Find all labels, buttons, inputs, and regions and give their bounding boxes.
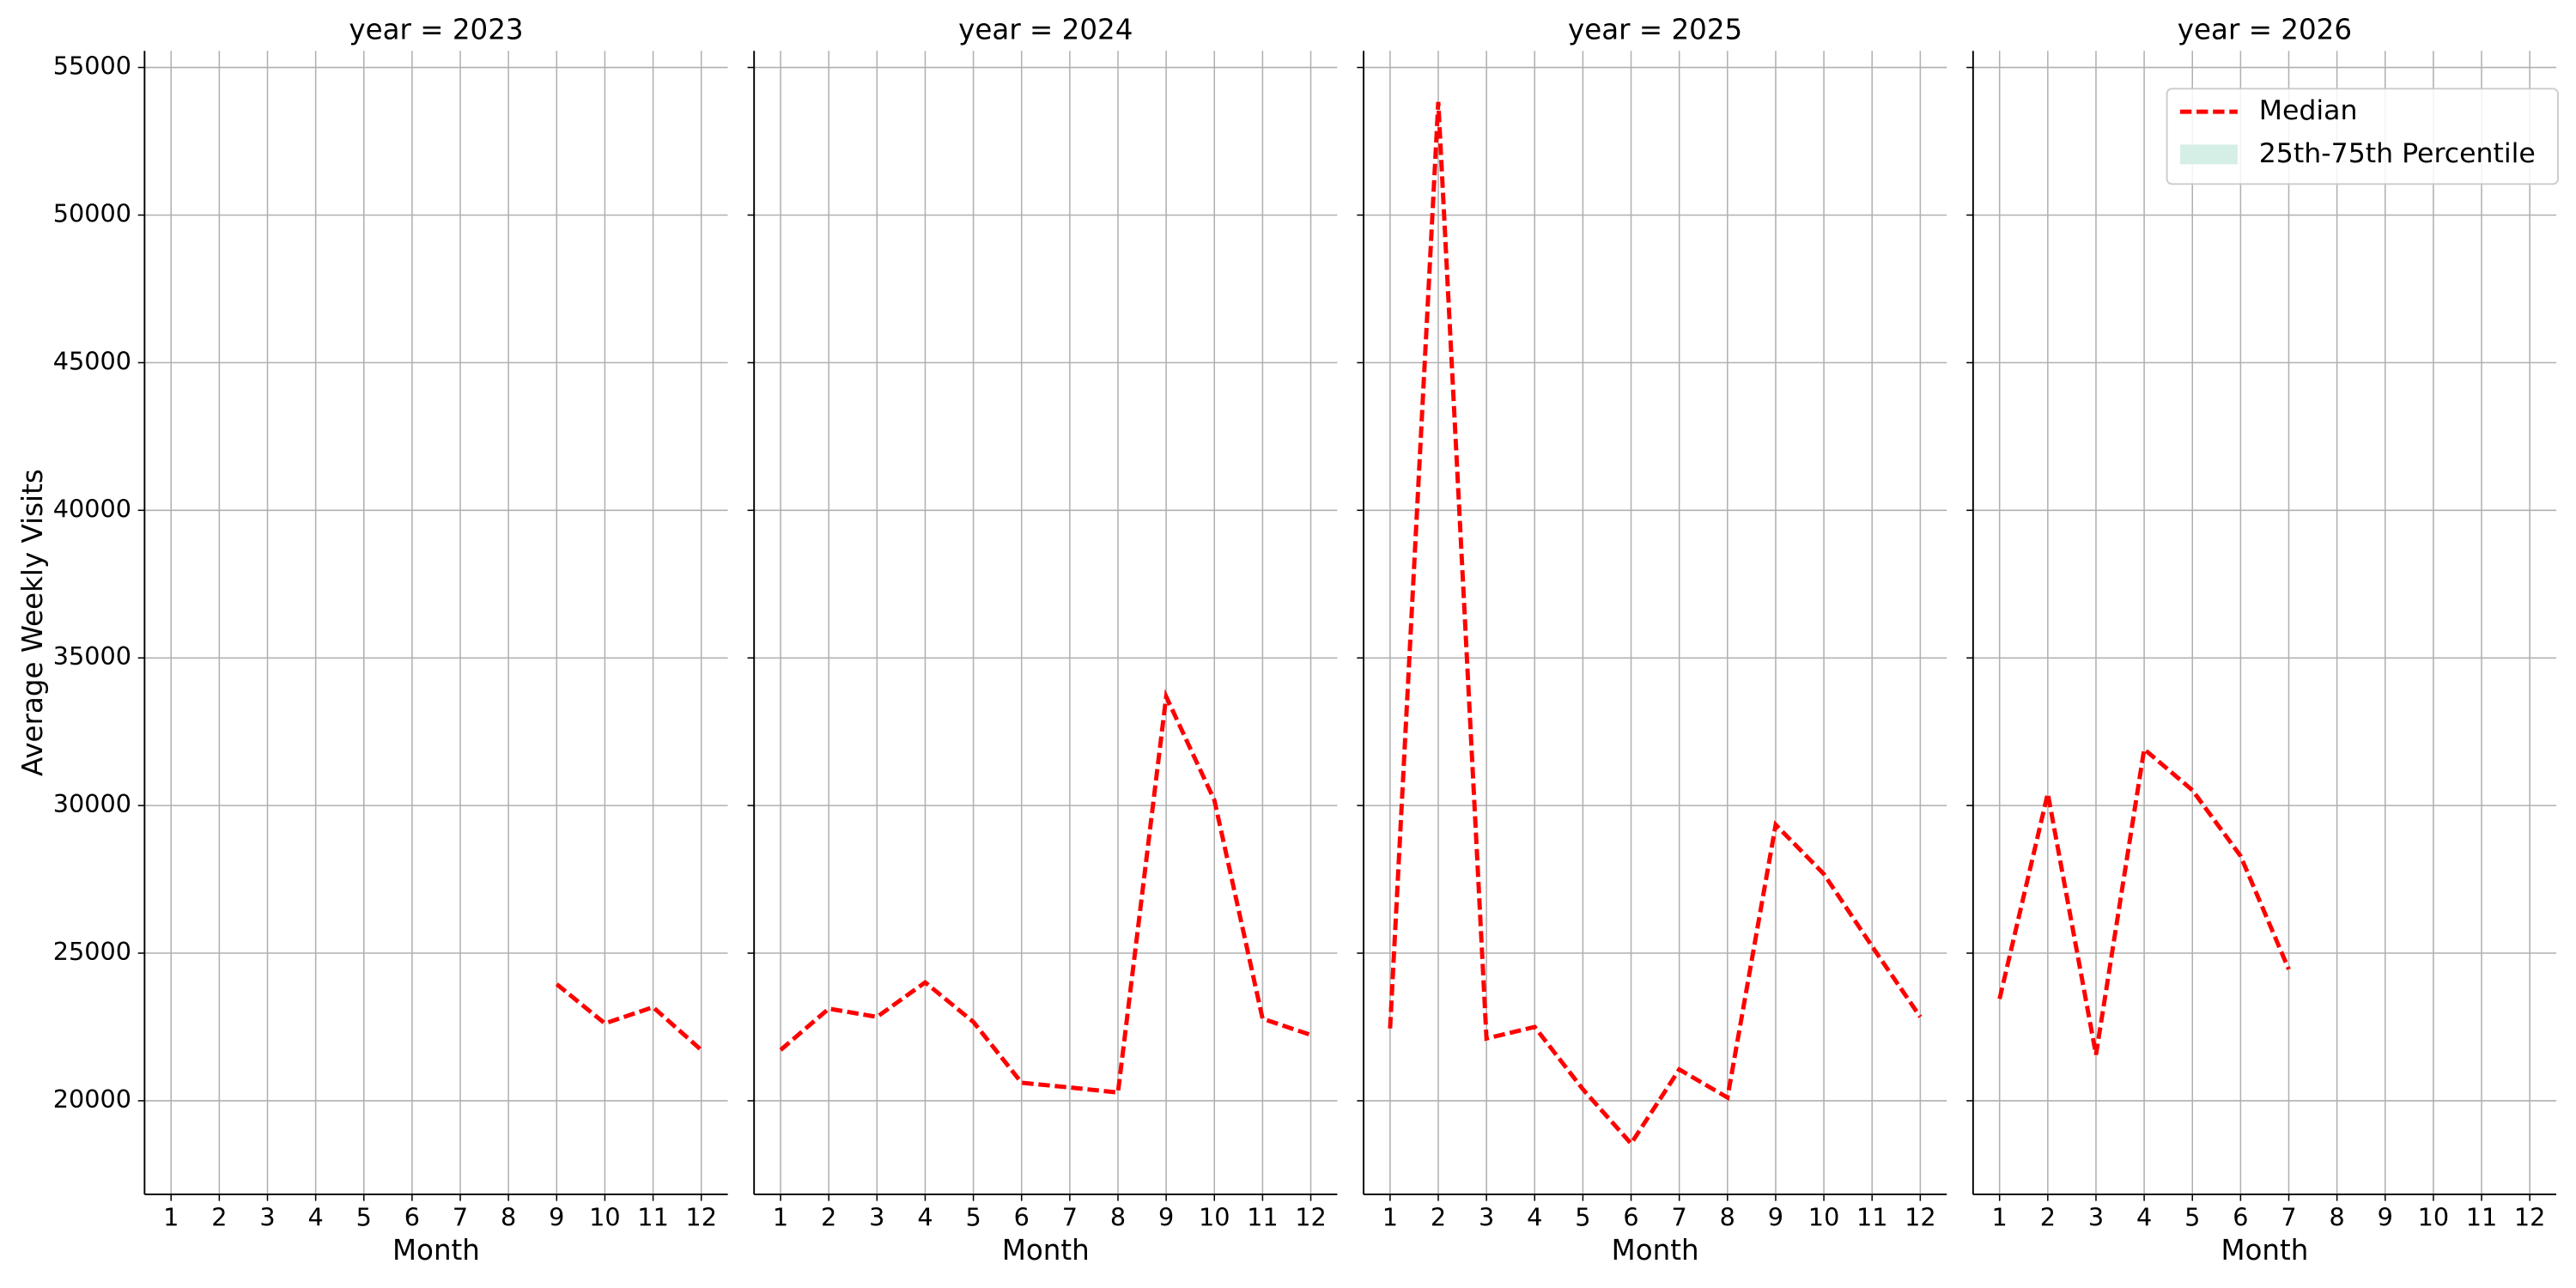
median-line	[555, 982, 703, 1052]
x-tick-label: 3	[259, 1203, 275, 1232]
legend-box	[2166, 88, 2559, 185]
y-tick-label: 55000	[53, 52, 131, 81]
x-tick-label: 1	[163, 1203, 179, 1232]
y-tick-label: 25000	[53, 937, 131, 966]
x-tick-label: 9	[2378, 1203, 2393, 1232]
x-tick-label: 7	[2281, 1203, 2296, 1232]
x-tick-label: 10	[589, 1203, 621, 1232]
y-tick-label: 50000	[53, 198, 131, 228]
x-tick-label: 10	[2418, 1203, 2450, 1232]
y-tick-label: 40000	[53, 494, 131, 523]
y-tick-label: 35000	[53, 641, 131, 671]
median-line	[1388, 101, 1923, 1147]
x-tick-label: 1	[773, 1203, 788, 1232]
x-tick-label: 11	[1247, 1203, 1279, 1232]
x-tick-label: 3	[2088, 1203, 2104, 1232]
x-tick-label: 6	[404, 1203, 420, 1232]
x-tick-label: 12	[2514, 1203, 2546, 1232]
x-tick-label: 8	[2330, 1203, 2345, 1232]
x-tick-label: 4	[2136, 1203, 2152, 1232]
x-tick-label: 6	[2233, 1203, 2248, 1232]
x-tick-label: 2	[2040, 1203, 2056, 1232]
y-tick-label: 20000	[53, 1084, 131, 1114]
x-tick-label: 11	[2466, 1203, 2498, 1232]
x-tick-label: 5	[1575, 1203, 1590, 1232]
x-tick-label: 5	[965, 1203, 981, 1232]
x-tick-label: 5	[356, 1203, 372, 1232]
x-tick-label: 3	[1479, 1203, 1494, 1232]
title: year = 2023	[349, 13, 523, 46]
median-line	[779, 689, 1312, 1096]
x-tick-label: 12	[1905, 1203, 1936, 1232]
x-tick-label: 2	[1431, 1203, 1446, 1232]
median-line	[1997, 744, 2291, 1055]
legend-label: Median	[2259, 95, 2358, 126]
legend-swatch	[2179, 144, 2238, 165]
y-axis-label: Average Weekly Visits	[16, 469, 49, 776]
x-tick-label: 10	[1808, 1203, 1840, 1232]
x-tick-label: 7	[1062, 1203, 1078, 1232]
x-tick-label: 9	[1768, 1203, 1783, 1232]
x-tick-label: 8	[1720, 1203, 1735, 1232]
x-axis-label: Month	[1612, 1234, 1699, 1267]
x-tick-label: 9	[549, 1203, 564, 1232]
x-axis-label: Month	[392, 1234, 480, 1267]
x-tick-label: 8	[501, 1203, 516, 1232]
x-axis-label: Month	[1002, 1234, 1090, 1267]
x-tick-label: 6	[1014, 1203, 1030, 1232]
x-tick-label: 8	[1110, 1203, 1126, 1232]
x-tick-label: 11	[1856, 1203, 1888, 1232]
legend: Median 25th-75th Percentile	[2166, 88, 2559, 185]
x-tick-label: 9	[1158, 1203, 1174, 1232]
x-tick-label: 4	[308, 1203, 324, 1232]
legend-label: 25th-75th Percentile	[2259, 138, 2536, 169]
x-tick-label: 1	[1992, 1203, 2008, 1232]
x-tick-label: 4	[1527, 1203, 1542, 1232]
x-tick-label: 5	[2184, 1203, 2200, 1232]
x-tick-label: 2	[821, 1203, 836, 1232]
x-tick-label: 11	[637, 1203, 669, 1232]
x-tick-label: 12	[685, 1203, 717, 1232]
x-axis-label: Month	[2221, 1234, 2308, 1267]
y-tick-label: 30000	[53, 789, 131, 818]
x-tick-label: 1	[1382, 1203, 1398, 1232]
x-tick-label: 12	[1295, 1203, 1327, 1232]
title: year = 2025	[1568, 13, 1742, 46]
x-tick-label: 3	[869, 1203, 884, 1232]
x-tick-label: 4	[917, 1203, 933, 1232]
y-tick-label: 45000	[53, 346, 131, 375]
title: year = 2026	[2178, 13, 2352, 46]
x-tick-label: 7	[1672, 1203, 1687, 1232]
title: year = 2024	[958, 13, 1133, 46]
x-tick-label: 7	[453, 1203, 468, 1232]
x-tick-label: 10	[1199, 1203, 1230, 1232]
x-tick-label: 6	[1623, 1203, 1638, 1232]
x-tick-label: 2	[211, 1203, 227, 1232]
